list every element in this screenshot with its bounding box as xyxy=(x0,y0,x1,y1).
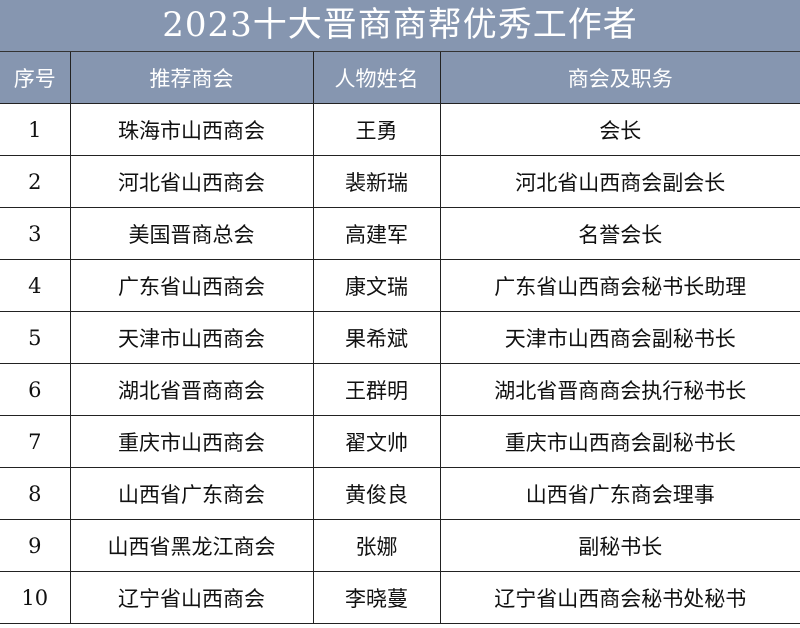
column-header-name: 人物姓名 xyxy=(312,52,441,104)
cell-position: 广东省山西商会秘书长助理 xyxy=(439,259,800,312)
cell-index: 7 xyxy=(0,415,71,468)
cell-name: 康文瑞 xyxy=(312,259,441,312)
cell-chamber: 美国晋商总会 xyxy=(69,207,314,260)
cell-name: 裴新瑞 xyxy=(312,155,441,208)
cell-position: 副秘书长 xyxy=(439,519,800,572)
column-header-index: 序号 xyxy=(0,52,71,104)
table-row: 8 山西省广东商会 黄俊良 山西省广东商会理事 xyxy=(0,467,800,520)
table-row: 3 美国晋商总会 高建军 名誉会长 xyxy=(0,207,800,260)
cell-index: 4 xyxy=(0,259,71,312)
cell-index: 1 xyxy=(0,103,71,156)
cell-position: 河北省山西商会副会长 xyxy=(439,155,800,208)
cell-position: 名誉会长 xyxy=(439,207,800,260)
cell-index: 8 xyxy=(0,467,71,520)
cell-chamber: 天津市山西商会 xyxy=(69,311,314,364)
cell-chamber: 珠海市山西商会 xyxy=(69,103,314,156)
cell-name: 王勇 xyxy=(312,103,441,156)
cell-position: 会长 xyxy=(439,103,800,156)
cell-name: 李晓蔓 xyxy=(312,571,441,624)
table-row: 5 天津市山西商会 果希斌 天津市山西商会副秘书长 xyxy=(0,311,800,364)
cell-name: 王群明 xyxy=(312,363,441,416)
table-row: 10 辽宁省山西商会 李晓蔓 辽宁省山西商会秘书处秘书 xyxy=(0,571,800,624)
table-title: 2023十大晋商商帮优秀工作者 xyxy=(0,0,800,52)
cell-position: 湖北省晋商商会执行秘书长 xyxy=(439,363,800,416)
table-row: 1 珠海市山西商会 王勇 会长 xyxy=(0,103,800,156)
cell-chamber: 山西省广东商会 xyxy=(69,467,314,520)
cell-chamber: 辽宁省山西商会 xyxy=(69,571,314,624)
cell-chamber: 重庆市山西商会 xyxy=(69,415,314,468)
column-header-position: 商会及职务 xyxy=(439,52,800,104)
cell-chamber: 湖北省晋商商会 xyxy=(69,363,314,416)
awardees-table: 序号 推荐商会 人物姓名 商会及职务 1 珠海市山西商会 王勇 会长 2 河北省山西商会裴… xyxy=(0,52,800,624)
table-row: 7 重庆市山西商会 翟文帅 重庆市山西商会副秘书长 xyxy=(0,415,800,468)
table-row: 2 河北省山西商会 裴新瑞 河北省山西商会副会长 xyxy=(0,155,800,208)
cell-position: 山西省广东商会理事 xyxy=(439,467,800,520)
table-row: 9 山西省黑龙江商会 张娜 副秘书长 xyxy=(0,519,800,572)
cell-index: 9 xyxy=(0,519,71,572)
cell-name: 高建军 xyxy=(312,207,441,260)
cell-chamber: 山西省黑龙江商会 xyxy=(69,519,314,572)
cell-index: 3 xyxy=(0,207,71,260)
cell-index: 5 xyxy=(0,311,71,364)
cell-chamber: 河北省山西商会 xyxy=(69,155,314,208)
table-row: 6 湖北省晋商商会 王群明 湖北省晋商商会执行秘书长 xyxy=(0,363,800,416)
table-row: 4 广东省山西商会 康文瑞 广东省山西商会秘书长助理 xyxy=(0,259,800,312)
cell-name: 果希斌 xyxy=(312,311,441,364)
cell-index: 10 xyxy=(0,571,71,624)
cell-name: 翟文帅 xyxy=(312,415,441,468)
cell-chamber: 广东省山西商会 xyxy=(69,259,314,312)
cell-index: 6 xyxy=(0,363,71,416)
cell-name: 黄俊良 xyxy=(312,467,441,520)
cell-index: 2 xyxy=(0,155,71,208)
cell-position: 天津市山西商会副秘书长 xyxy=(439,311,800,364)
header-row: 序号 推荐商会 人物姓名 商会及职务 xyxy=(0,52,800,104)
cell-position: 辽宁省山西商会秘书处秘书 xyxy=(439,571,800,624)
cell-name: 张娜 xyxy=(312,519,441,572)
cell-position: 重庆市山西商会副秘书长 xyxy=(439,415,800,468)
column-header-chamber: 推荐商会 xyxy=(69,52,314,104)
